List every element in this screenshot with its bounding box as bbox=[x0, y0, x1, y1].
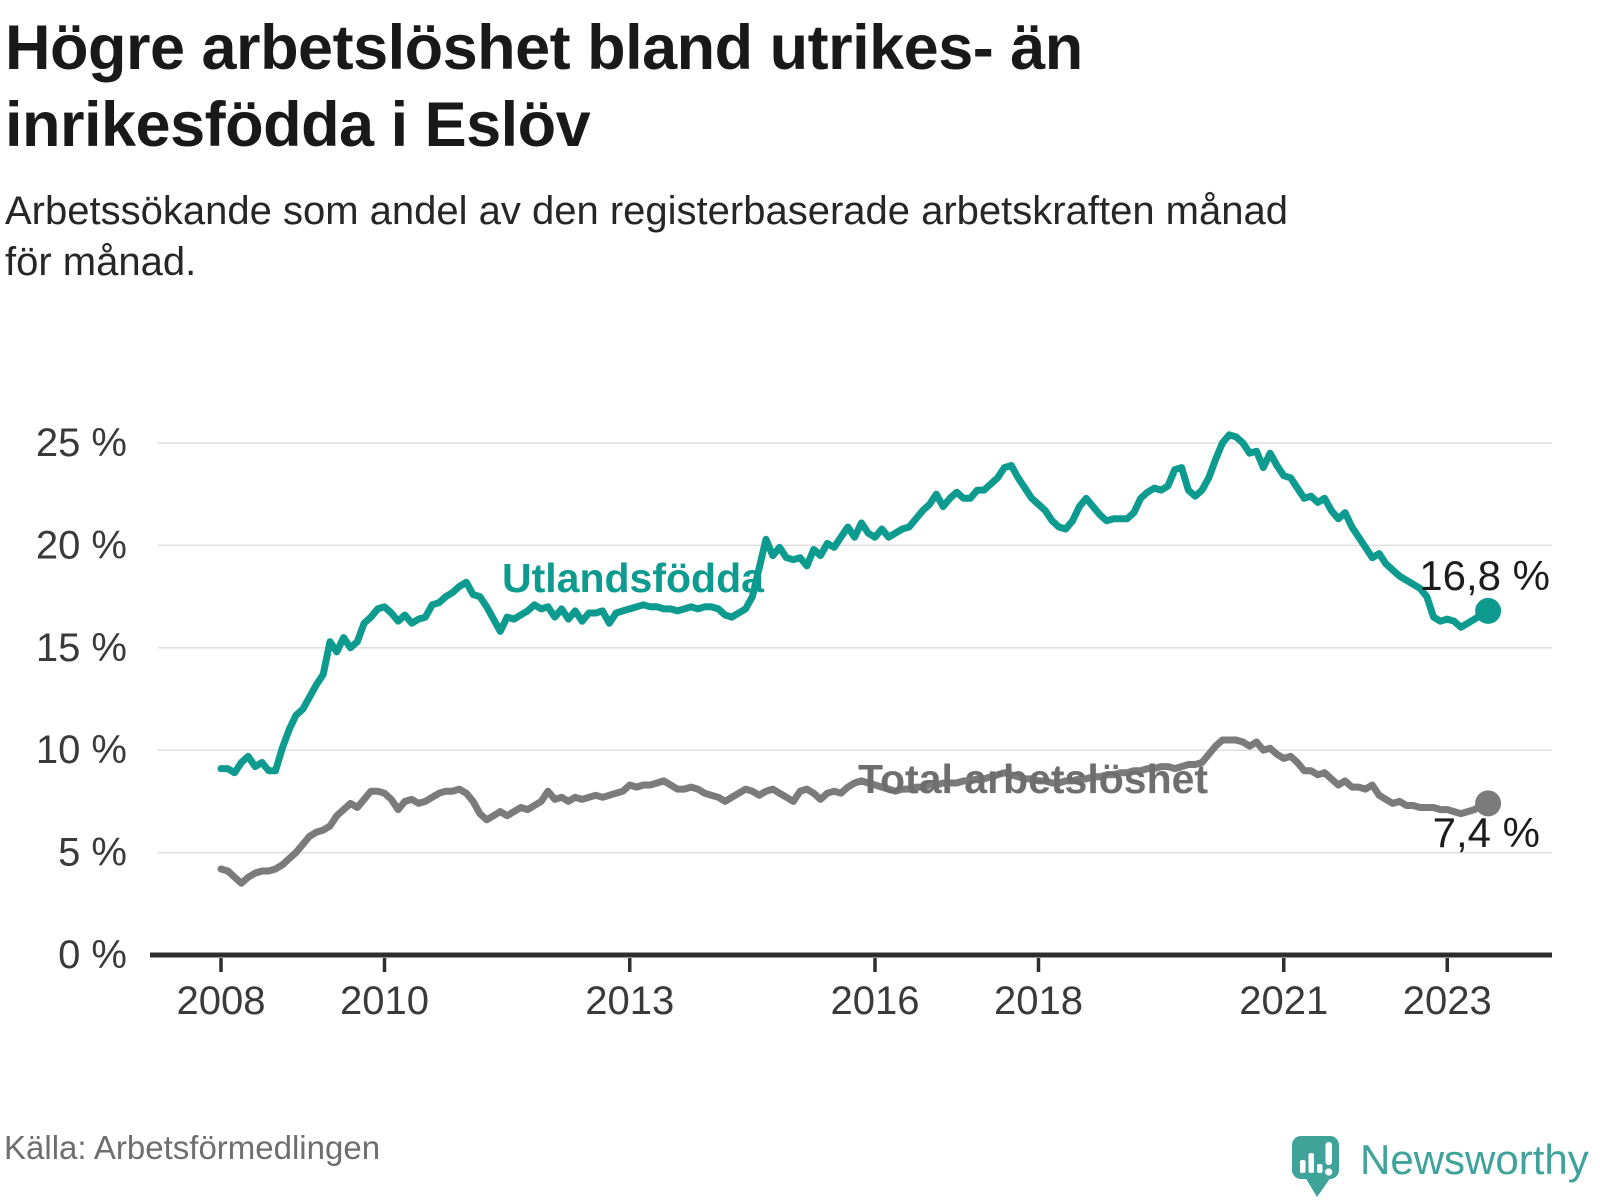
x-axis-tick-label-2016: 2016 bbox=[831, 979, 920, 1023]
logo-bar-2 bbox=[1308, 1153, 1314, 1173]
chart-subtitle-line-2: för månad. bbox=[5, 240, 197, 284]
logo-bar-3 bbox=[1317, 1164, 1323, 1173]
series-endpoint-dot-utlandsfodda bbox=[1475, 597, 1502, 624]
x-axis-tick-label-2008: 2008 bbox=[177, 979, 266, 1023]
newsworthy-logo: Newsworthy bbox=[1292, 1136, 1589, 1197]
chart-subtitle-line-1: Arbetssökande som andel av den registerb… bbox=[5, 189, 1288, 233]
series-line-utlandsfodda bbox=[217, 431, 1492, 777]
x-axis-tick-label-2018: 2018 bbox=[994, 979, 1083, 1023]
y-axis-tick-label-15pct: 15 % bbox=[36, 626, 127, 670]
x-axis-tick-label-2010: 2010 bbox=[340, 979, 429, 1023]
series-line-total-arbetsloshet bbox=[217, 736, 1492, 887]
x-axis-tick-label-2013: 2013 bbox=[585, 979, 674, 1023]
logo-bar-1 bbox=[1300, 1160, 1306, 1173]
series-endpoint-dot-total-arbetsloshet bbox=[1475, 790, 1502, 817]
chart-title: Högre arbetslöshet bland utrikes- än inr… bbox=[5, 10, 1335, 164]
series-label-utlandsfodda: Utlandsfödda bbox=[502, 555, 765, 601]
chart-title-line-1: Högre arbetslöshet bland utrikes- än bbox=[5, 13, 1083, 83]
logo-bubble-tail bbox=[1305, 1177, 1331, 1197]
y-axis-tick-label-25pct: 25 % bbox=[36, 421, 127, 465]
newsworthy-logo-icon bbox=[1292, 1136, 1339, 1197]
chart-title-line-2: inrikesfödda i Eslöv bbox=[5, 90, 591, 160]
x-axis-tick-label-2023: 2023 bbox=[1403, 979, 1492, 1023]
chart-series bbox=[217, 431, 1502, 887]
logo-exclamation-dot bbox=[1325, 1168, 1333, 1176]
logo-exclamation-bar bbox=[1325, 1142, 1332, 1165]
newsworthy-wordmark: Newsworthy bbox=[1360, 1136, 1589, 1183]
y-axis-tick-label-20pct: 20 % bbox=[36, 523, 127, 567]
series-label-total-arbetsloshet: Total arbetslöshet bbox=[858, 756, 1208, 802]
x-axis-tick-label-2021: 2021 bbox=[1239, 979, 1328, 1023]
end-value-label-utlandsfodda: 16,8 % bbox=[1419, 552, 1550, 599]
source-attribution: Källa: Arbetsförmedlingen bbox=[4, 1129, 381, 1166]
y-axis-tick-label-0pct: 0 % bbox=[58, 933, 127, 977]
end-value-label-total-arbetsloshet: 7,4 % bbox=[1433, 809, 1540, 856]
chart-subtitle: Arbetssökande som andel av den registerb… bbox=[5, 186, 1565, 288]
chart-axes: 2008 2010 2013 2016 2018 2021 2023 bbox=[150, 952, 1552, 1023]
y-axis-tick-label-5pct: 5 % bbox=[58, 831, 127, 875]
y-axis-tick-label-10pct: 10 % bbox=[36, 728, 127, 772]
chart-grid: 0 % 5 % 10 % 15 % 20 % 25 % bbox=[36, 421, 1552, 977]
